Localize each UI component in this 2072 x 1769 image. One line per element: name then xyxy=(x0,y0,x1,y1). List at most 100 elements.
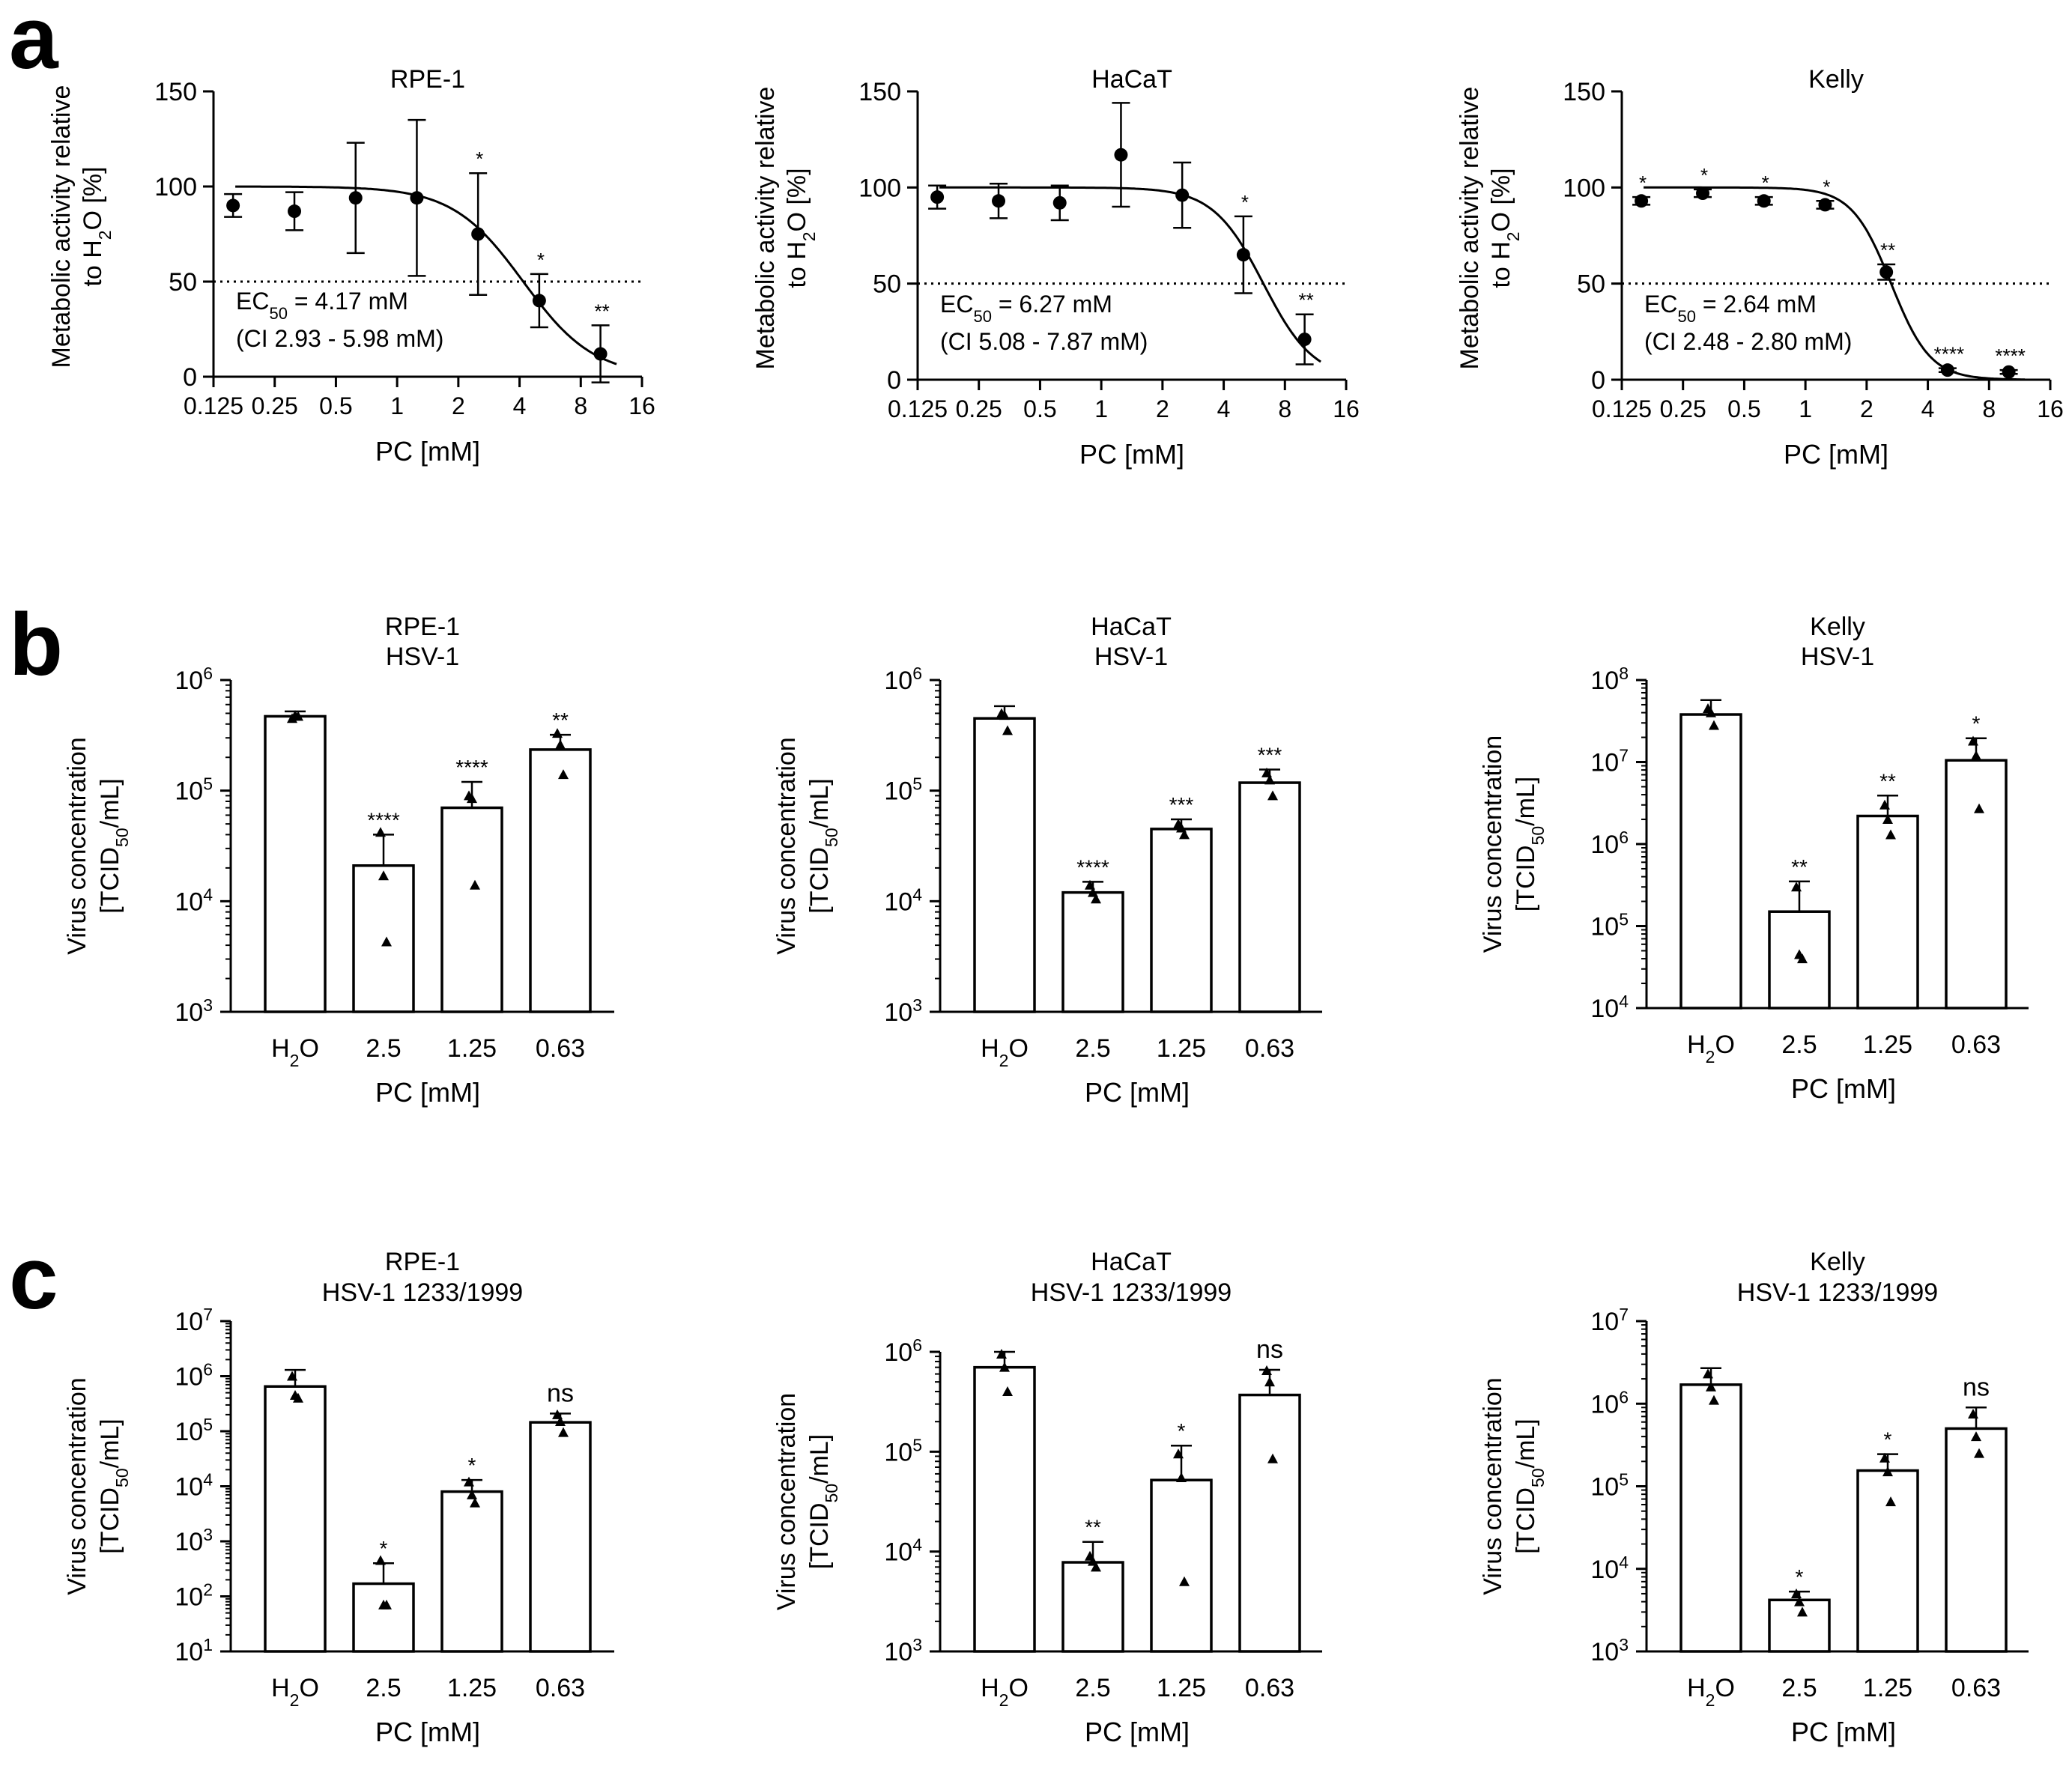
replicate-point-c2 xyxy=(1706,1381,1716,1392)
bar-b1 xyxy=(1150,828,1213,1013)
x-tick-label-b0: 2.5 xyxy=(366,1034,401,1063)
bar-c1 xyxy=(973,1365,1036,1653)
replicate-point-c0 xyxy=(552,1409,563,1419)
ci-annotation-a0: (CI 2.93 - 5.98 mM) xyxy=(236,325,443,352)
significance-label-a2: **** xyxy=(1934,343,1964,365)
replicate-point-c0 xyxy=(555,1416,566,1427)
replicate-point-c1 xyxy=(1173,1448,1184,1459)
y-tick-label-a0: 0 xyxy=(183,363,197,392)
x-tick-label-a1: 4 xyxy=(1217,395,1231,422)
replicate-point-c1 xyxy=(1091,1562,1101,1572)
panel-letter-b: b xyxy=(9,595,64,694)
significance-label-a0: ** xyxy=(594,300,609,322)
x-tick-label-b2: H2O xyxy=(1687,1031,1735,1066)
replicate-point-c0 xyxy=(381,1599,392,1609)
replicate-point-b1 xyxy=(999,710,1010,720)
x-tick-label-c2: 0.63 xyxy=(1951,1674,2001,1702)
replicate-point-c2 xyxy=(1882,1466,1893,1477)
y-tick-label-a2: 100 xyxy=(1563,174,1605,202)
x-axis-label-a2: PC [mM] xyxy=(1784,439,1888,470)
x-axis-label-a1: PC [mM] xyxy=(1079,439,1184,470)
replicate-point-c0 xyxy=(293,1392,303,1403)
replicate-point-b1 xyxy=(1261,767,1272,777)
replicate-point-b0 xyxy=(552,728,563,738)
data-point-a0 xyxy=(471,227,485,241)
significance-label-c2: * xyxy=(1884,1428,1892,1451)
significance-label-c0: ns xyxy=(547,1379,574,1407)
bar-c2 xyxy=(1768,1598,1831,1653)
data-point-a1 xyxy=(1297,333,1312,347)
y-tick-label-b0: 104 xyxy=(175,884,213,916)
y-tick-label-c1: 105 xyxy=(884,1435,922,1466)
replicate-point-c2 xyxy=(1968,1409,1978,1419)
replicate-point-b2 xyxy=(1879,799,1890,810)
x-axis-label-b1: PC [mM] xyxy=(1085,1077,1190,1108)
y-axis-label-b0: Virus concentration xyxy=(63,737,91,954)
bar-c0 xyxy=(352,1582,415,1653)
panel-letter-a: a xyxy=(9,0,58,88)
y-axis-label-a0: Metabolic activity relative xyxy=(47,85,76,368)
y-axis-label-unit-c2: [TCID50/mL] xyxy=(1512,1418,1548,1554)
replicate-point-b1 xyxy=(1179,829,1190,840)
chart-title-b1: HaCaT xyxy=(1091,613,1172,641)
significance-label-c1: * xyxy=(1178,1419,1186,1442)
significance-label-b2: ** xyxy=(1879,769,1896,792)
x-tick-label-a2: 2 xyxy=(1860,395,1873,422)
y-axis-label-c1: Virus concentration xyxy=(772,1393,801,1610)
x-tick-label-a0: 0.25 xyxy=(252,392,298,419)
x-tick-label-a1: 2 xyxy=(1156,395,1169,422)
significance-label-c0: * xyxy=(380,1537,388,1560)
y-tick-label-b0: 105 xyxy=(175,774,213,806)
bar-c1 xyxy=(1150,1478,1213,1653)
data-point-a2 xyxy=(1635,194,1649,208)
significance-label-b1: **** xyxy=(1076,855,1109,879)
data-point-a1 xyxy=(1114,148,1128,162)
replicate-point-b2 xyxy=(1797,953,1808,964)
replicate-point-c0 xyxy=(375,1555,386,1565)
replicate-point-c2 xyxy=(1879,1452,1890,1463)
chart-title-a2: Kelly xyxy=(1808,65,1864,94)
x-tick-label-a0: 0.125 xyxy=(184,392,243,419)
y-axis-label-a0: to H2O [%] xyxy=(79,166,115,286)
data-point-a0 xyxy=(532,294,546,308)
chart-subtitle-c1: HSV-1 1233/1999 xyxy=(1031,1278,1232,1307)
significance-label-c2: ns xyxy=(1963,1373,1990,1401)
significance-label-c1: ns xyxy=(1256,1335,1283,1364)
x-tick-label-a1: 8 xyxy=(1278,395,1291,422)
chart-title-a0: RPE-1 xyxy=(390,65,465,94)
replicate-point-b0 xyxy=(381,936,392,947)
significance-label-a0: * xyxy=(537,249,545,271)
x-tick-label-b1: 2.5 xyxy=(1075,1034,1110,1063)
data-point-a1 xyxy=(1175,188,1190,202)
y-tick-label-b0: 106 xyxy=(175,664,213,695)
replicate-point-c0 xyxy=(287,1371,297,1381)
data-point-a0 xyxy=(593,347,608,361)
x-tick-label-a2: 0.125 xyxy=(1592,395,1652,422)
y-tick-label-b2: 106 xyxy=(1590,828,1629,859)
bar-b0 xyxy=(440,806,503,1013)
x-tick-label-b2: 2.5 xyxy=(1781,1031,1817,1059)
x-tick-label-c2: 2.5 xyxy=(1781,1674,1817,1702)
chart-title-b0: RPE-1 xyxy=(385,613,460,641)
x-tick-label-a1: 1 xyxy=(1094,395,1108,422)
y-tick-label-b2: 105 xyxy=(1590,910,1629,941)
replicate-point-c1 xyxy=(1179,1576,1190,1586)
y-tick-label-a1: 0 xyxy=(887,366,901,395)
y-tick-label-c0: 106 xyxy=(175,1360,213,1392)
x-tick-label-c1: 1.25 xyxy=(1157,1674,1206,1702)
x-tick-label-a0: 0.5 xyxy=(319,392,352,419)
y-tick-label-a1: 150 xyxy=(858,78,901,106)
x-tick-label-a1: 0.5 xyxy=(1023,395,1056,422)
y-tick-label-c1: 103 xyxy=(884,1635,922,1666)
fit-curve-a2 xyxy=(1644,186,2026,381)
x-tick-label-a2: 8 xyxy=(1982,395,1996,422)
y-tick-label-b1: 103 xyxy=(884,995,922,1027)
replicate-point-b0 xyxy=(378,870,389,881)
replicate-point-c1 xyxy=(1261,1365,1272,1375)
y-axis-label-a1: Metabolic activity relative xyxy=(751,87,780,370)
replicate-point-b2 xyxy=(1882,814,1893,825)
replicate-point-c2 xyxy=(1797,1606,1808,1617)
replicate-point-c2 xyxy=(1885,1496,1896,1507)
y-tick-label-c2: 105 xyxy=(1590,1470,1629,1502)
x-tick-label-a1: 0.125 xyxy=(888,395,948,422)
